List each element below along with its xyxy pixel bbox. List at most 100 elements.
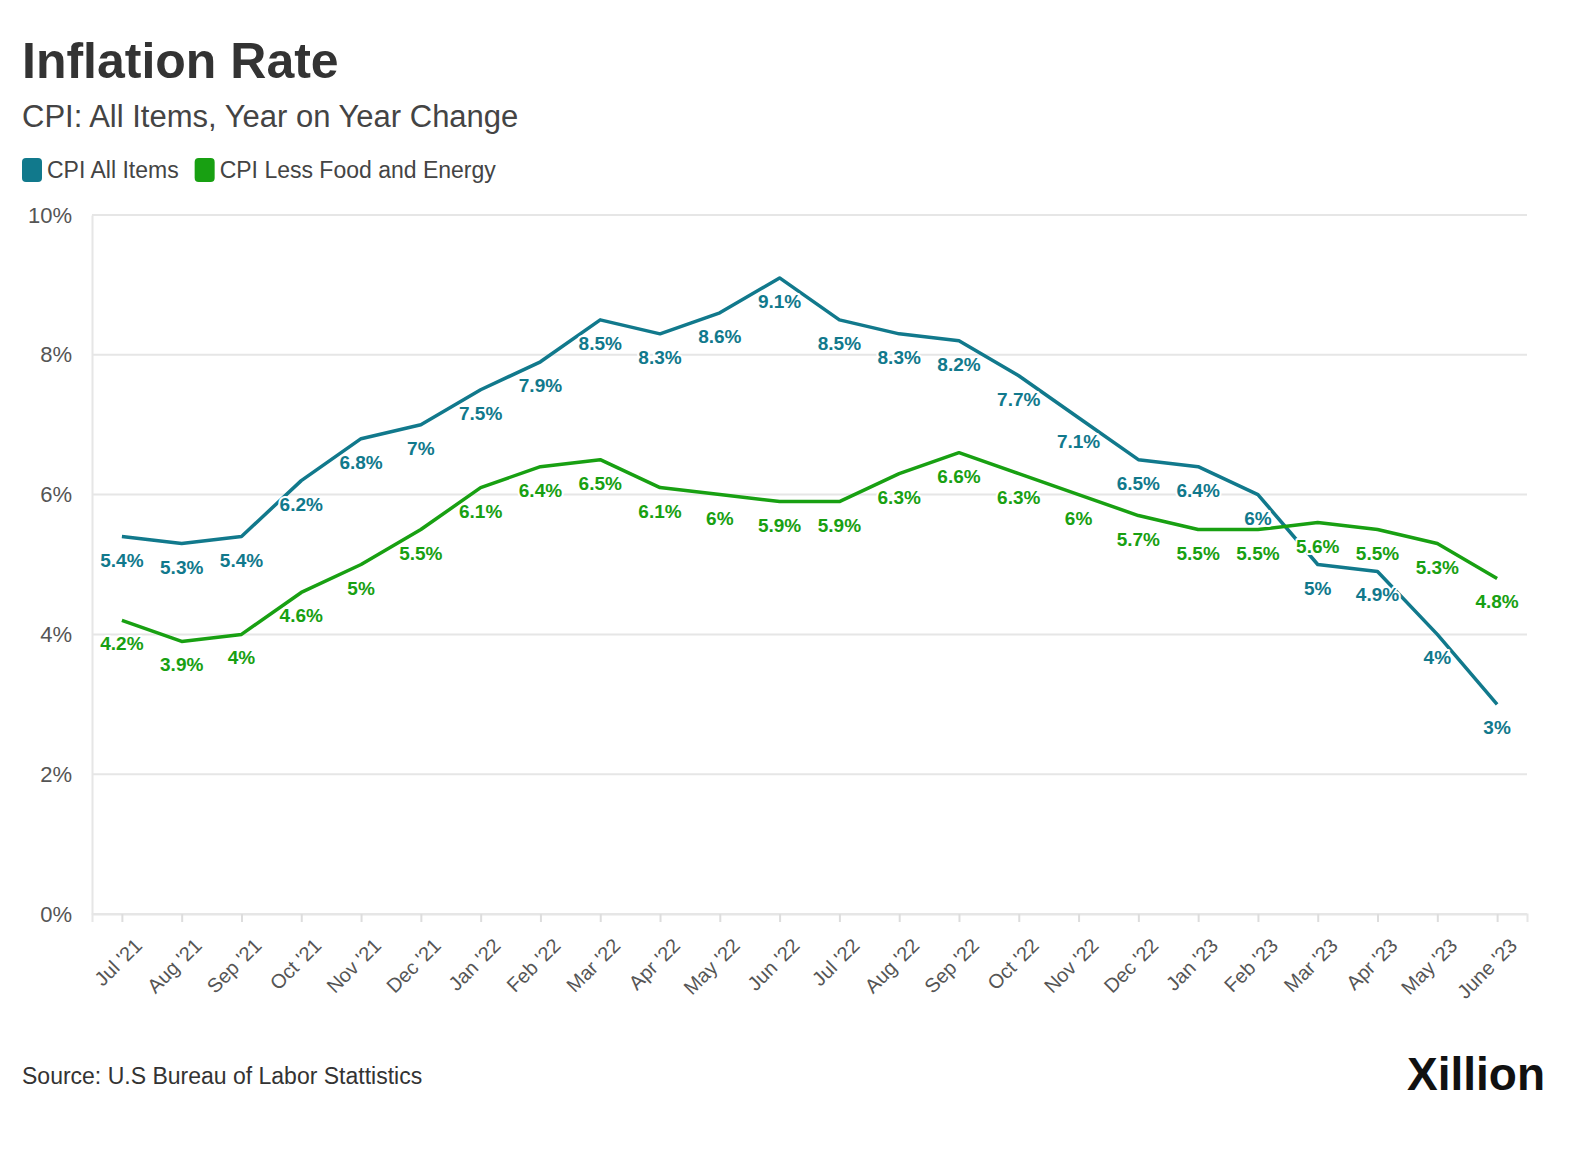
x-tick: May '23 (1397, 914, 1462, 999)
legend-item: CPI Less Food and Energy (195, 157, 497, 183)
credit: Xillion (1407, 1048, 1545, 1100)
data-label: 6.4% (1176, 480, 1219, 501)
data-label: 7.1% (1057, 431, 1100, 452)
y-tick: 4% (40, 622, 92, 647)
x-tick-label: Mar '22 (562, 934, 624, 996)
series-line (122, 278, 1497, 704)
x-tick: Apr '23 (1342, 914, 1402, 994)
x-tick-mark (1257, 914, 1259, 922)
x-tick: Dec '22 (1099, 914, 1162, 997)
y-axis-line (92, 216, 94, 915)
x-tick: Dec '21 (382, 914, 445, 997)
data-label: 8.6% (698, 326, 741, 347)
data-label: 6.3% (997, 487, 1040, 508)
y-tick-label: 10% (28, 203, 72, 228)
x-tick-label: Jun '22 (743, 934, 804, 995)
x-tick: Oct '22 (983, 914, 1043, 994)
x-tick-mark (540, 914, 542, 922)
x-tick: Jul '22 (808, 914, 864, 990)
data-label: 6.6% (937, 466, 980, 487)
x-tick-label: Sep '22 (920, 934, 983, 997)
y-axis: 0% 2% 4% 6% 8% 10% (28, 203, 93, 927)
data-label: 5.3% (1416, 557, 1459, 578)
x-tick: May '22 (679, 914, 744, 999)
x-tick-label: Dec '22 (1099, 934, 1162, 997)
data-label: 5% (347, 578, 375, 599)
x-tick: Nov '22 (1040, 914, 1103, 997)
y-tick: 6% (40, 482, 92, 507)
x-tick: June '23 (1453, 914, 1522, 1003)
x-tick-mark (1078, 914, 1080, 922)
x-tick-mark (1138, 914, 1140, 922)
x-tick: Jun '22 (743, 914, 804, 995)
data-label: 4% (228, 647, 256, 668)
data-label: 5.5% (1176, 543, 1219, 564)
x-tick-mark (181, 914, 183, 922)
x-tick-mark (1377, 914, 1379, 922)
x-tick-mark (1198, 914, 1200, 922)
data-label: 4.2% (100, 633, 143, 654)
data-label: 7.7% (997, 389, 1040, 410)
y-tick: 0% (40, 902, 92, 927)
title: Inflation Rate (22, 33, 339, 89)
grid-line (92, 214, 1527, 216)
data-label: 9.1% (758, 291, 801, 312)
data-label: 4.9% (1356, 584, 1399, 605)
x-tick-label: June '23 (1453, 934, 1522, 1003)
data-label: 8.3% (878, 347, 921, 368)
data-label: 8.5% (579, 333, 622, 354)
data-label: 5.4% (220, 550, 263, 571)
x-tick-label: May '23 (1397, 934, 1462, 999)
grid-line (92, 633, 1527, 635)
x-tick-mark (121, 914, 123, 922)
x-tick-label: Oct '22 (983, 934, 1043, 994)
data-label: 4% (1424, 647, 1452, 668)
x-tick: Jan '23 (1162, 914, 1223, 995)
data-label: 6.5% (1117, 473, 1160, 494)
x-tick-label: Apr '23 (1342, 934, 1402, 994)
data-label: 5.5% (1356, 543, 1399, 564)
x-tick-mark (600, 914, 602, 922)
x-tick: Oct '21 (266, 914, 326, 994)
grid-line (92, 354, 1527, 356)
legend-label: CPI Less Food and Energy (220, 157, 497, 183)
x-tick: Aug '21 (143, 914, 206, 997)
x-tick-label: Dec '21 (382, 934, 445, 997)
y-tick-label: 0% (40, 902, 72, 927)
x-tick-label: May '22 (679, 934, 744, 999)
y-tick-label: 8% (40, 342, 72, 367)
x-tick: Apr '22 (624, 914, 684, 994)
x-tick-label: Oct '21 (266, 934, 326, 994)
x-tick-label: Nov '22 (1040, 934, 1103, 997)
data-labels: 5.4%5.3%5.4%6.2%6.8%7%7.5%7.9%8.5%8.3%8.… (100, 291, 1519, 738)
x-tick: Jul '21 (90, 914, 146, 990)
y-tick-label: 2% (40, 762, 72, 787)
x-tick-mark (899, 914, 901, 922)
data-label: 6.1% (638, 501, 681, 522)
data-label: 7% (407, 438, 435, 459)
data-label: 6.2% (280, 494, 323, 515)
x-tick-label: Aug '22 (860, 934, 923, 997)
legend-item: CPI All Items (22, 157, 179, 183)
x-tick-label: Aug '21 (143, 934, 206, 997)
x-tick-label: Jan '23 (1162, 934, 1223, 995)
legend-swatch (22, 158, 42, 182)
x-axis-line (93, 915, 1528, 923)
y-tick-label: 4% (40, 622, 72, 647)
data-label: 4.8% (1475, 591, 1518, 612)
data-label: 6% (1065, 508, 1093, 529)
data-label: 5.9% (758, 515, 801, 536)
data-label: 5.9% (818, 515, 861, 536)
data-label: 6.4% (519, 480, 562, 501)
data-label: 6.3% (878, 487, 921, 508)
x-tick-mark (719, 914, 721, 922)
x-tick-label: Jul '21 (90, 934, 146, 990)
x-tick-label: Apr '22 (624, 934, 684, 994)
source: Source: U.S Bureau of Labor Stattistics (22, 1063, 422, 1089)
data-label: 6% (1244, 508, 1272, 529)
data-label: 3% (1483, 717, 1511, 738)
y-tick: 8% (40, 342, 92, 367)
x-tick-mark (1317, 914, 1319, 922)
x-tick-mark (1437, 914, 1439, 922)
x-tick-mark (660, 914, 662, 922)
